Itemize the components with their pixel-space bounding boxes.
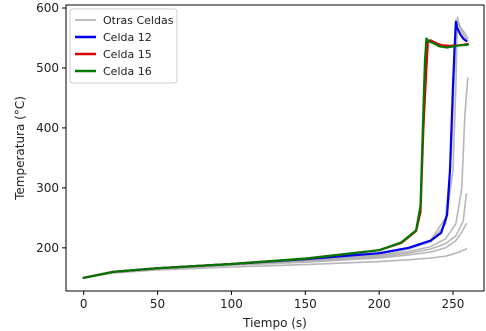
y-tick-label: 300 [36,181,59,195]
x-tick-label: 50 [150,297,165,311]
x-tick-label: 250 [442,297,465,311]
y-axis: 200 300 400 500 600 [36,1,66,255]
y-tick-label: 400 [36,121,59,135]
legend: Otras Celdas Celda 12 Celda 15 Celda 16 [70,9,177,83]
y-tick-label: 200 [36,241,59,255]
legend-label: Celda 15 [103,48,152,61]
x-tick-label: 0 [80,297,88,311]
x-tick-label: 200 [368,297,391,311]
y-axis-label: Temperatura (°C) [13,96,27,201]
legend-label: Celda 12 [103,31,152,44]
x-tick-label: 150 [294,297,317,311]
x-axis: 0 50 100 150 200 250 [80,291,465,311]
y-tick-label: 600 [36,1,59,15]
legend-label: Celda 16 [103,65,152,78]
x-tick-label: 100 [220,297,243,311]
x-axis-label: Tiempo (s) [242,316,307,330]
y-tick-label: 500 [36,61,59,75]
legend-label: Otras Celdas [103,14,174,27]
